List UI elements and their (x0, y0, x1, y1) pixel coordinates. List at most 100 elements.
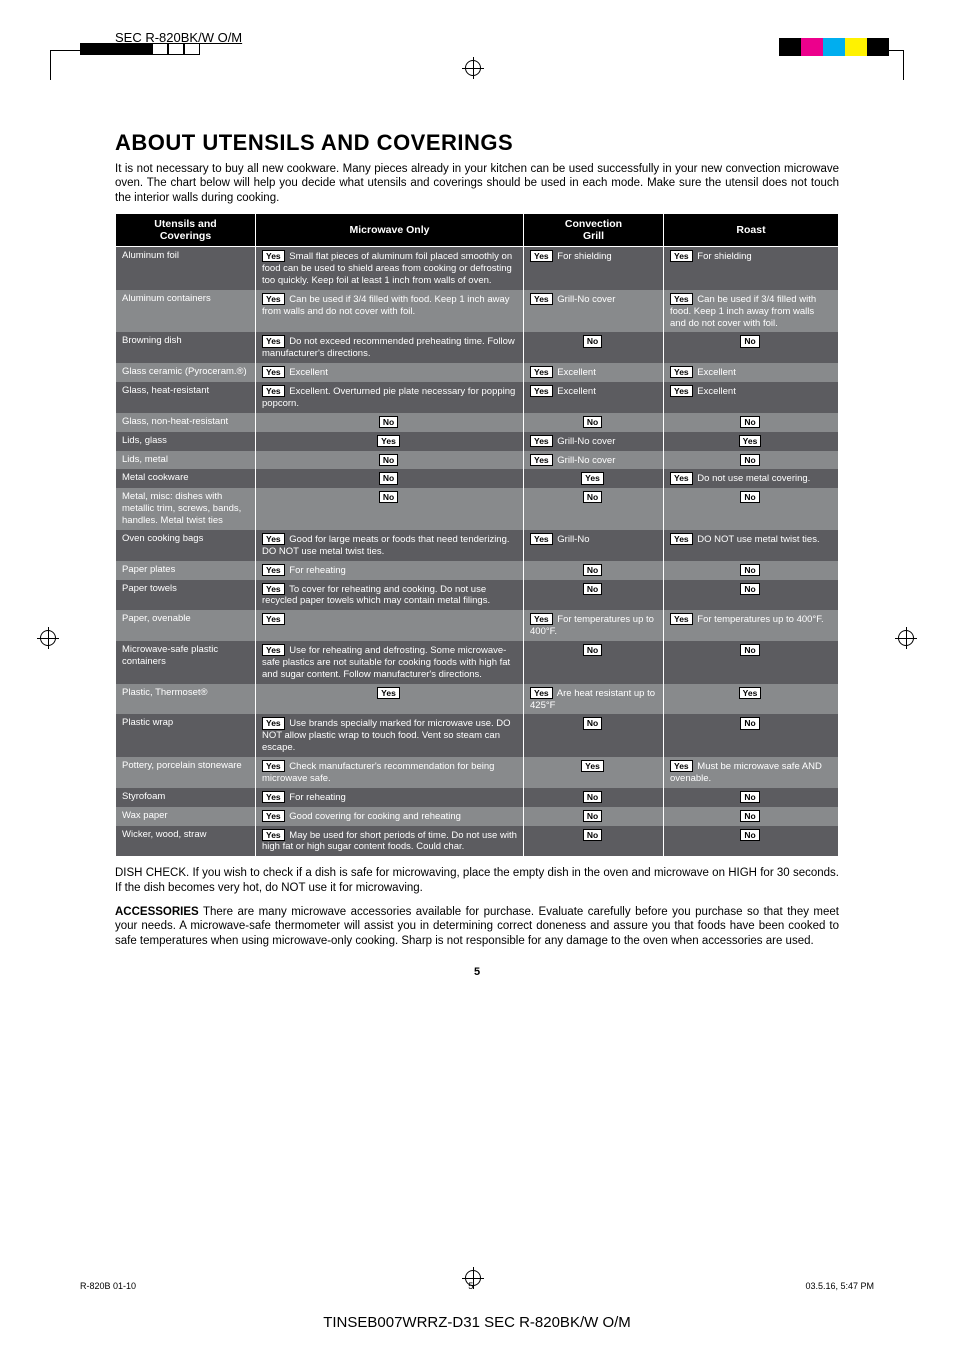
utensil-name: Glass, non-heat-resistant (116, 413, 256, 432)
table-row: Browning dishYes Do not exceed recommend… (116, 332, 839, 363)
utensil-name: Styrofoam (116, 788, 256, 807)
yes-badge: Yes (670, 293, 693, 305)
table-cell: Yes (256, 610, 524, 641)
table-cell: No (256, 469, 524, 488)
cell-text: For shielding (695, 251, 752, 262)
no-badge: No (740, 564, 759, 576)
table-cell: No (256, 451, 524, 470)
table-cell: Yes For temperatures up to 400°F. (524, 610, 664, 641)
no-badge: No (740, 416, 759, 428)
cell-text: To cover for reheating and cooking. Do n… (262, 584, 490, 607)
table-row: Plastic wrapYes Use brands specially mar… (116, 714, 839, 757)
cell-text: Grill-No cover (555, 294, 616, 305)
table-row: Paper, ovenableYesYes For temperatures u… (116, 610, 839, 641)
yes-badge: Yes (262, 717, 285, 729)
table-cell: Yes Grill-No cover (524, 432, 664, 451)
table-cell: Yes Use for reheating and defrosting. So… (256, 641, 524, 684)
table-cell: Yes Excellent (524, 382, 664, 413)
color-bars (779, 38, 889, 56)
yes-badge: Yes (670, 250, 693, 262)
crop-mark-icon (874, 50, 904, 80)
yes-badge: Yes (530, 613, 553, 625)
cell-text: Good for large meats or foods that need … (262, 534, 510, 557)
table-cell: Yes To cover for reheating and cooking. … (256, 580, 524, 611)
yes-badge: Yes (530, 293, 553, 305)
table-cell: Yes Do not use metal covering. (664, 469, 839, 488)
table-cell: Yes Good covering for cooking and reheat… (256, 807, 524, 826)
table-cell: Yes Excellent (524, 363, 664, 382)
color-swatch (823, 38, 845, 56)
table-cell: No (256, 413, 524, 432)
table-cell: No (664, 788, 839, 807)
yes-badge: Yes (262, 335, 285, 347)
page-content: ABOUT UTENSILS AND COVERINGS It is not n… (115, 130, 839, 978)
yes-badge: Yes (530, 533, 553, 545)
cell-text: Excellent. Overturned pie plate necessar… (262, 386, 515, 409)
table-cell: Yes Can be used if 3/4 filled with food.… (664, 290, 839, 333)
table-cell: Yes For shielding (524, 247, 664, 290)
footer-bar: R-820B 01-10 5 03.5.16, 5:47 PM (80, 1281, 874, 1291)
yes-badge: Yes (670, 760, 693, 772)
table-cell: Yes Grill-No (524, 530, 664, 561)
no-badge: No (740, 583, 759, 595)
cell-text: Excellent (695, 367, 736, 378)
table-row: Oven cooking bagsYes Good for large meat… (116, 530, 839, 561)
table-row: Glass, non-heat-resistantNoNoNo (116, 413, 839, 432)
table-row: Metal, misc: dishes with metallic trim, … (116, 488, 839, 530)
table-cell: No (524, 332, 664, 363)
no-badge: No (583, 829, 602, 841)
cell-text: Excellent (555, 367, 596, 378)
registration-mark-icon (465, 60, 481, 76)
footer-code: TINSEB007WRRZ-D31 SEC R-820BK/W O/M (0, 1314, 954, 1331)
utensil-name: Plastic wrap (116, 714, 256, 757)
utensil-name: Paper towels (116, 580, 256, 611)
yes-badge: Yes (530, 250, 553, 262)
utensil-name: Plastic, Thermoset® (116, 684, 256, 715)
table-cell: Yes Do not exceed recommended preheating… (256, 332, 524, 363)
table-row: Glass ceramic (Pyroceram.®)Yes Excellent… (116, 363, 839, 382)
cell-text: For reheating (287, 792, 346, 803)
utensil-name: Aluminum foil (116, 247, 256, 290)
yes-badge: Yes (262, 250, 285, 262)
table-cell: No (664, 807, 839, 826)
yes-badge: Yes (530, 687, 553, 699)
col-header-utensils: Utensils andCoverings (116, 214, 256, 247)
no-badge: No (740, 810, 759, 822)
page-title: ABOUT UTENSILS AND COVERINGS (115, 130, 839, 156)
table-cell: Yes (524, 469, 664, 488)
no-badge: No (740, 829, 759, 841)
cell-text: Can be used if 3/4 filled with food. Kee… (262, 294, 510, 317)
registration-mark-icon (898, 630, 914, 646)
yes-badge: Yes (262, 385, 285, 397)
cell-text: Do not use metal covering. (695, 473, 811, 484)
table-cell: Yes For shielding (664, 247, 839, 290)
no-badge: No (583, 644, 602, 656)
table-cell: Yes (256, 432, 524, 451)
cell-text: DO NOT use metal twist ties. (695, 534, 820, 545)
table-cell: No (664, 580, 839, 611)
yes-badge: Yes (670, 385, 693, 397)
no-badge: No (583, 416, 602, 428)
color-swatch (779, 38, 801, 56)
table-row: StyrofoamYes For reheatingNoNo (116, 788, 839, 807)
intro-text: It is not necessary to buy all new cookw… (115, 162, 839, 205)
utensil-name: Microwave-safe plastic containers (116, 641, 256, 684)
yes-badge: Yes (377, 687, 400, 699)
table-row: Wax paperYes Good covering for cooking a… (116, 807, 839, 826)
table-cell: No (664, 714, 839, 757)
table-cell: Yes (256, 684, 524, 715)
yes-badge: Yes (581, 472, 604, 484)
table-row: Lids, glassYesYes Grill-No coverYes (116, 432, 839, 451)
table-row: Aluminum foilYes Small flat pieces of al… (116, 247, 839, 290)
table-cell: Yes Small flat pieces of aluminum foil p… (256, 247, 524, 290)
table-cell: No (664, 488, 839, 530)
no-badge: No (740, 491, 759, 503)
yes-badge: Yes (530, 366, 553, 378)
cell-text: Must be microwave safe AND ovenable. (670, 761, 822, 784)
table-cell: No (664, 826, 839, 857)
table-cell: No (524, 561, 664, 580)
table-cell: Yes DO NOT use metal twist ties. (664, 530, 839, 561)
table-cell: Yes Excellent (664, 382, 839, 413)
utensils-table: Utensils andCoverings Microwave Only Con… (115, 213, 839, 856)
yes-badge: Yes (262, 810, 285, 822)
